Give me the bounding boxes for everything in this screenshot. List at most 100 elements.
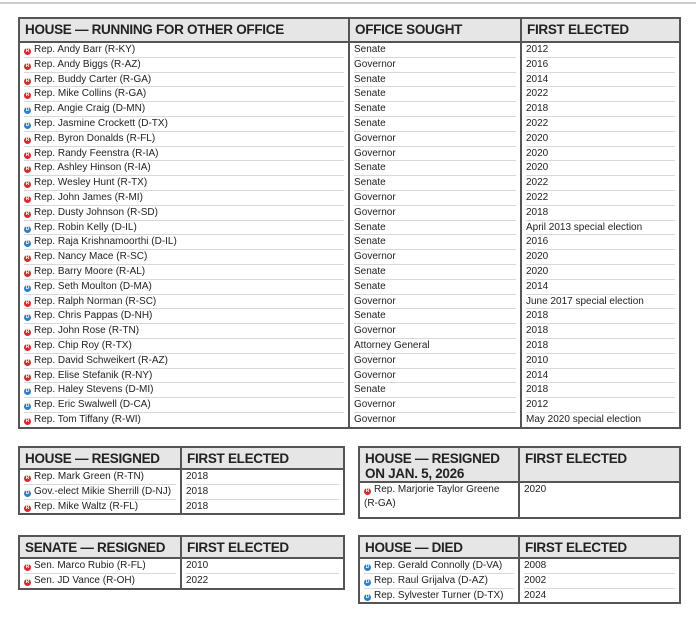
elected-text: 2016 bbox=[526, 236, 549, 248]
republican-badge-icon: R bbox=[24, 329, 31, 337]
table-row: R Rep. John James (R-MI) Governor 2022 bbox=[19, 190, 680, 206]
office-text: Governor bbox=[354, 413, 396, 425]
republican-badge-icon: R bbox=[24, 475, 31, 482]
table-row: R Sen. Marco Rubio (R-FL) 2010 bbox=[19, 558, 344, 574]
name-cell: D Rep. Gerald Connolly (D-VA) bbox=[359, 558, 520, 574]
elected-text: 2018 bbox=[526, 325, 549, 337]
elected-text: April 2013 special election bbox=[526, 221, 643, 233]
elected-cell-content: 2012 bbox=[526, 43, 675, 58]
name-cell-content: R Rep. David Schweikert (R-AZ) bbox=[24, 354, 344, 369]
elected-text: 2014 bbox=[526, 280, 549, 292]
name-cell: R Rep. John James (R-MI) bbox=[19, 190, 350, 206]
column-header: SENATE — RESIGNED bbox=[19, 536, 182, 559]
office-text: Senate bbox=[354, 103, 386, 115]
name-text: Rep. John Rose (R-TN) bbox=[34, 325, 140, 337]
office-cell: Senate bbox=[349, 279, 522, 295]
office-text: Governor bbox=[354, 295, 396, 307]
elected-cell: 2020 bbox=[521, 161, 680, 177]
name-cell-content: R Rep. Randy Feenstra (R-IA) bbox=[24, 147, 344, 162]
office-text: Governor bbox=[354, 354, 396, 366]
office-text: Attorney General bbox=[354, 339, 430, 351]
office-cell-content: Governor bbox=[354, 324, 516, 339]
name-cell-content: D Rep. Raja Krishnamoorthi (D-IL) bbox=[24, 235, 344, 251]
elected-cell: 2020 bbox=[521, 147, 680, 162]
elected-cell: 2018 bbox=[181, 500, 344, 515]
elected-text: 2014 bbox=[526, 73, 549, 85]
elected-cell-content: 2014 bbox=[526, 369, 675, 384]
office-cell-content: Governor bbox=[354, 58, 516, 73]
name-cell-content: D Rep. Robin Kelly (D-IL) bbox=[24, 221, 344, 236]
elected-text: 2018 bbox=[526, 310, 549, 322]
table-row: R Rep. Randy Feenstra (R-IA) Governor 2020 bbox=[19, 146, 680, 162]
table-row: D Rep. Gerald Connolly (D-VA) 2008 bbox=[359, 558, 680, 574]
name-cell: D Rep. Sylvester Turner (D-TX) bbox=[359, 588, 520, 604]
name-text: Rep. Chris Pappas (D-NH) bbox=[34, 310, 153, 322]
elected-cell-content: 2018 bbox=[186, 485, 339, 500]
elected-cell: 2018 bbox=[521, 102, 680, 117]
table-row: D Gov.-elect Mikie Sherrill (D-NJ) 2018 bbox=[19, 484, 344, 500]
name-cell: D Rep. Robin Kelly (D-IL) bbox=[19, 220, 350, 236]
table-row: R Rep. Andy Biggs (R-AZ) Governor 2016 bbox=[19, 57, 680, 73]
office-cell: Governor bbox=[349, 146, 522, 162]
name-text: Rep. Ashley Hinson (R-IA) bbox=[34, 162, 151, 174]
name-cell: R Rep. Byron Donalds (R-FL) bbox=[19, 131, 350, 147]
office-text: Senate bbox=[354, 162, 386, 174]
elected-text: 2020 bbox=[526, 162, 549, 174]
office-text: Senate bbox=[354, 221, 386, 233]
table-row: R Sen. JD Vance (R-OH) 2022 bbox=[19, 573, 344, 589]
column-header: HOUSE — RESIGNED ON JAN. 5, 2026 bbox=[359, 447, 520, 483]
office-text: Senate bbox=[354, 117, 386, 129]
office-cell-content: Governor bbox=[354, 369, 516, 384]
elected-cell: 2014 bbox=[521, 369, 680, 384]
name-cell-content: D Rep. Haley Stevens (D-MI) bbox=[24, 383, 344, 399]
democrat-badge-icon: D bbox=[24, 225, 31, 233]
name-cell: R Rep. Andy Biggs (R-AZ) bbox=[19, 57, 350, 73]
elected-cell: 2020 bbox=[521, 250, 680, 265]
elected-cell-content: 2022 bbox=[526, 176, 675, 191]
office-cell: Senate bbox=[349, 264, 522, 280]
name-text: Rep. Sylvester Turner (D-TX) bbox=[374, 589, 504, 601]
elected-cell-content: April 2013 special election bbox=[526, 221, 675, 236]
name-cell: R Sen. JD Vance (R-OH) bbox=[19, 573, 182, 589]
elected-cell: 2022 bbox=[521, 176, 680, 191]
republican-badge-icon: R bbox=[24, 151, 31, 159]
table-row: R Rep. Mike Waltz (R-FL) 2018 bbox=[19, 499, 344, 515]
office-cell: Senate bbox=[349, 72, 522, 88]
name-text: Rep. Andy Biggs (R-AZ) bbox=[34, 58, 141, 70]
elected-cell-content: June 2017 special election bbox=[526, 295, 675, 310]
office-cell-content: Governor bbox=[354, 398, 516, 413]
office-text: Governor bbox=[354, 206, 396, 218]
elected-text: 2018 bbox=[186, 500, 209, 512]
office-cell: Senate bbox=[349, 383, 522, 399]
elected-cell: 2014 bbox=[521, 280, 680, 295]
office-cell-content: Governor bbox=[354, 206, 516, 221]
office-cell-content: Governor bbox=[354, 191, 516, 206]
office-cell: Senate bbox=[349, 102, 522, 117]
republican-badge-icon: R bbox=[24, 564, 31, 571]
elected-text: 2022 bbox=[526, 191, 549, 203]
elected-text: May 2020 special election bbox=[526, 413, 642, 425]
name-text: Rep. Chip Roy (R-TX) bbox=[34, 339, 132, 351]
table-row: R Rep. Marjorie Taylor Greene (R-GA) 2020 bbox=[359, 482, 680, 518]
republican-badge-icon: R bbox=[24, 48, 31, 55]
office-cell: Attorney General bbox=[349, 338, 522, 354]
elected-cell: 2002 bbox=[519, 574, 680, 589]
republican-badge-icon: R bbox=[24, 62, 31, 70]
republican-badge-icon: R bbox=[24, 504, 31, 512]
elected-cell-content: 2020 bbox=[526, 265, 675, 280]
name-cell: R Sen. Marco Rubio (R-FL) bbox=[19, 558, 182, 574]
democrat-badge-icon: D bbox=[24, 284, 31, 292]
table-row: D Rep. Haley Stevens (D-MI) Senate 2018 bbox=[19, 383, 680, 399]
office-text: Governor bbox=[354, 325, 396, 337]
office-cell-content: Senate bbox=[354, 176, 516, 191]
elected-text: 2024 bbox=[524, 589, 547, 601]
elected-cell-content: 2020 bbox=[526, 147, 675, 162]
elected-cell: 2008 bbox=[519, 558, 680, 574]
elected-text: 2010 bbox=[186, 560, 209, 571]
table-row: D Rep. Chris Pappas (D-NH) Senate 2018 bbox=[19, 309, 680, 325]
republican-badge-icon: R bbox=[24, 195, 31, 203]
name-text: Rep. Angie Craig (D-MN) bbox=[34, 103, 146, 115]
name-cell: D Rep. Raul Grijalva (D-AZ) bbox=[359, 573, 520, 589]
elected-cell: 2018 bbox=[521, 309, 680, 325]
house-resigned-jan-table: HOUSE — RESIGNED ON JAN. 5, 2026 FIRST EL… bbox=[358, 446, 681, 519]
